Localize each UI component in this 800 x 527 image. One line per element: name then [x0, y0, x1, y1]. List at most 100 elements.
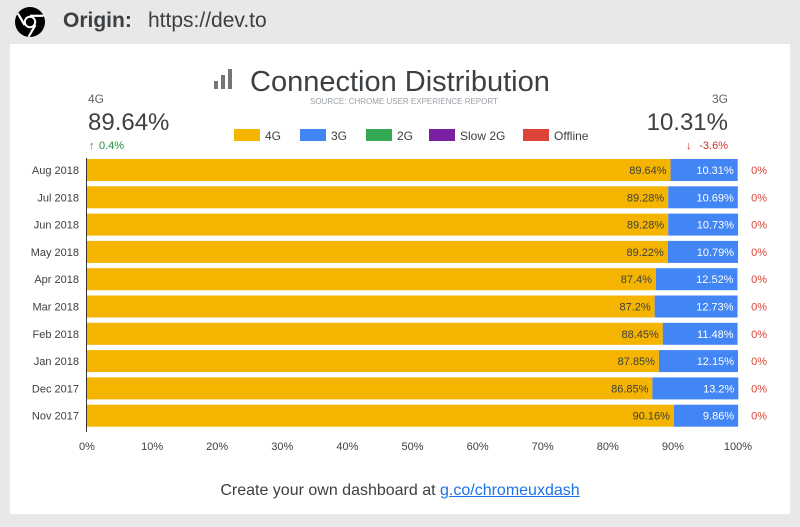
bar-segment-3g — [662, 322, 738, 345]
x-tick-label: 40% — [336, 441, 358, 453]
origin-url: https://dev.to — [148, 9, 267, 32]
x-tick-label: 10% — [141, 441, 163, 453]
legend-swatch-4g — [234, 129, 260, 141]
y-tick-label: Aug 2018 — [32, 165, 79, 177]
right-stat-value: 10.31% — [647, 109, 728, 136]
right-stat-change: -3.6% — [699, 140, 728, 152]
y-tick-label: Jun 2018 — [34, 220, 79, 232]
bar-segment-4g — [87, 377, 653, 400]
bar-segment-4g — [87, 159, 671, 181]
data-label-offline: 0% — [751, 247, 767, 259]
data-label-offline: 0% — [751, 356, 767, 368]
y-tick-label: Dec 2017 — [32, 383, 79, 395]
data-label-3g: 13.2% — [703, 383, 734, 395]
y-axis-labels: Aug 2018 Jul 2018 Jun 2018 May 2018 Apr 2018… — [31, 165, 79, 423]
bar-segment-3g — [658, 350, 738, 373]
bar-segment-3g — [655, 268, 738, 291]
footer: Create your own dashboard at g.co/chrome… — [0, 482, 800, 500]
data-label-offline: 0% — [751, 383, 767, 395]
down-arrow-icon: ↓ — [686, 140, 692, 152]
x-tick-label: 90% — [662, 441, 684, 453]
data-label-offline: 0% — [751, 192, 767, 204]
x-tick-label: 70% — [532, 441, 554, 453]
x-tick-label: 20% — [206, 441, 228, 453]
bars-group: 89.64% 10.31% 0% 89.28% 10.69% 0% 89.28% 10.73%… — [87, 159, 767, 427]
x-axis-labels: 0% 10% 20% 30% 40% 50% 60% 70% 80% 90% 100% — [79, 441, 752, 453]
up-arrow-icon: ↑ — [89, 140, 95, 152]
bar-segment-4g — [87, 322, 663, 345]
x-tick-label: 0% — [79, 441, 95, 453]
y-tick-label: Nov 2017 — [32, 411, 79, 423]
right-stat-name: 3G — [712, 92, 728, 106]
data-label-offline: 0% — [751, 329, 767, 341]
data-label-4g: 88.45% — [621, 329, 659, 341]
chrome-icon — [15, 7, 45, 38]
bar-segment-3g — [670, 159, 738, 181]
chart-card: Connection Distribution SOURCE: CHROME U… — [10, 44, 790, 514]
x-tick-label: 100% — [724, 441, 752, 453]
bar-segment-3g — [668, 186, 738, 209]
x-tick-label: 30% — [271, 441, 293, 453]
bar-segment-4g — [87, 350, 659, 373]
legend-label-2g: 2G — [397, 129, 413, 143]
legend-swatch-2g — [366, 129, 392, 141]
bar-segment-4g — [87, 268, 656, 291]
data-label-3g: 10.73% — [697, 220, 735, 232]
bar-segment-4g — [87, 213, 669, 236]
data-label-4g: 87.2% — [619, 302, 650, 314]
left-stat-name: 4G — [88, 92, 104, 106]
data-label-3g: 11.48% — [697, 329, 734, 341]
bar-segment-4g — [87, 404, 674, 427]
data-label-4g: 89.28% — [627, 220, 665, 232]
bar-chart-icon — [214, 69, 232, 89]
legend-label-slow-2g: Slow 2G — [460, 129, 505, 143]
legend-label-offline: Offline — [554, 129, 589, 143]
data-label-offline: 0% — [751, 302, 767, 314]
data-label-offline: 0% — [751, 165, 767, 177]
x-tick-label: 50% — [401, 441, 423, 453]
data-label-3g: 10.79% — [697, 247, 735, 259]
data-label-4g: 87.85% — [618, 356, 656, 368]
data-label-3g: 9.86% — [703, 411, 734, 423]
bar-segment-3g — [667, 240, 739, 263]
bar-segment-4g — [87, 240, 668, 263]
data-label-4g: 87.4% — [621, 274, 652, 286]
y-tick-label: May 2018 — [31, 247, 79, 259]
y-tick-label: Apr 2018 — [34, 274, 79, 286]
legend-swatch-3g — [300, 129, 326, 141]
data-label-4g: 89.22% — [627, 247, 665, 259]
legend-label-4g: 4G — [265, 129, 281, 143]
header-bar: Origin: https://dev.to — [0, 0, 800, 44]
chart-legend: 4G 3G 2G Slow 2G Offline — [234, 129, 589, 143]
data-label-3g: 10.31% — [696, 165, 734, 177]
bar-segment-4g — [87, 295, 655, 318]
data-label-3g: 12.73% — [696, 302, 734, 314]
y-tick-label: Jul 2018 — [37, 192, 79, 204]
bar-segment-3g — [654, 295, 738, 318]
origin-label: Origin: — [63, 9, 132, 32]
data-label-3g: 12.52% — [696, 274, 734, 286]
data-label-4g: 89.28% — [627, 192, 665, 204]
legend-label-3g: 3G — [331, 129, 347, 143]
data-label-offline: 0% — [751, 220, 767, 232]
x-tick-label: 80% — [597, 441, 619, 453]
chart-subtitle: SOURCE: CHROME USER EXPERIENCE REPORT — [310, 97, 498, 106]
chart-title: Connection Distribution — [250, 66, 550, 98]
bar-segment-3g — [668, 213, 739, 236]
y-tick-label: Feb 2018 — [33, 329, 79, 341]
bar-segment-3g — [673, 404, 739, 427]
footer-text: Create your own dashboard at — [220, 482, 441, 499]
connection-distribution-chart: Connection Distribution SOURCE: CHROME U… — [31, 66, 768, 453]
data-label-3g: 10.69% — [696, 192, 734, 204]
y-tick-label: Jan 2018 — [34, 356, 79, 368]
x-tick-label: 60% — [467, 441, 489, 453]
data-label-4g: 90.16% — [633, 411, 671, 423]
legend-swatch-offline — [523, 129, 549, 141]
dashboard-link[interactable]: g.co/chromeuxdash — [440, 482, 580, 499]
data-label-offline: 0% — [751, 411, 767, 423]
bar-segment-4g — [87, 186, 669, 209]
bar-segment-3g — [652, 377, 739, 400]
data-label-offline: 0% — [751, 274, 767, 286]
data-label-4g: 86.85% — [611, 383, 649, 395]
data-label-3g: 12.15% — [697, 356, 735, 368]
